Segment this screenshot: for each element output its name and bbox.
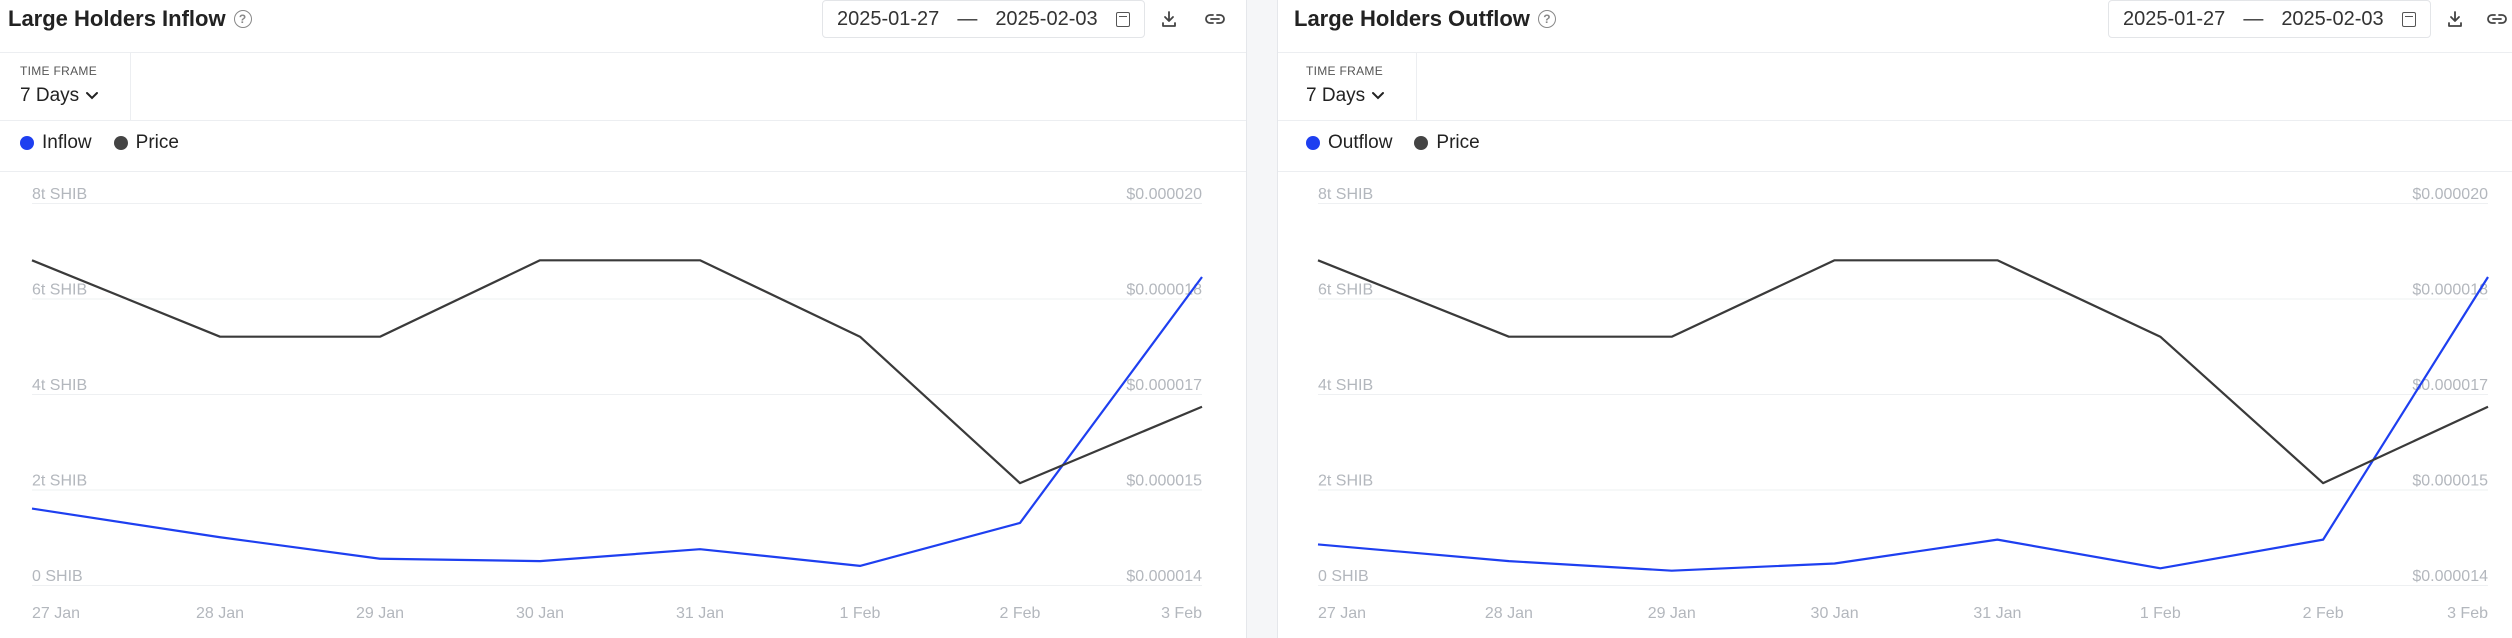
- link-icon[interactable]: [2482, 4, 2512, 34]
- inflow-panel: Large Holders Inflow ? 2025-01-27 — 2025…: [0, 0, 1246, 638]
- timeframe-label: TIME FRAME: [20, 64, 97, 78]
- y-right-tick-label: $0.000018: [2412, 282, 2488, 299]
- divider: [1278, 171, 2512, 172]
- x-tick-label: 31 Jan: [1973, 605, 2021, 622]
- y-left-tick-label: 0 SHIB: [1318, 568, 1369, 585]
- series-line-inflow: [31, 276, 1203, 567]
- y-left-tick-label: 2t SHIB: [32, 473, 87, 490]
- x-tick-label: 27 Jan: [32, 605, 80, 622]
- x-tick-label: 29 Jan: [356, 605, 404, 622]
- y-right-tick-label: $0.000020: [1126, 186, 1202, 203]
- x-tick-label: 1 Feb: [2140, 605, 2181, 622]
- legend-item-price[interactable]: Price: [1414, 132, 1480, 154]
- panel-title-text: Large Holders Inflow: [8, 6, 226, 31]
- y-left-tick-label: 0 SHIB: [32, 568, 83, 585]
- y-right-tick-label: $0.000017: [2412, 377, 2488, 394]
- x-tick-label: 2 Feb: [1000, 605, 1041, 622]
- divider: [0, 120, 1246, 121]
- link-icon[interactable]: [1200, 4, 1230, 34]
- x-tick-label: 29 Jan: [1648, 605, 1696, 622]
- y-right-tick-label: $0.000014: [1126, 568, 1202, 585]
- panel-gutter: [1246, 0, 1278, 638]
- date-separator: —: [957, 7, 978, 30]
- x-tick-label: 2 Feb: [2303, 605, 2344, 622]
- timeframe-value[interactable]: 7 Days: [20, 85, 80, 106]
- legend-item-inflow[interactable]: Inflow: [20, 132, 92, 154]
- chevron-down-icon[interactable]: [85, 91, 99, 101]
- series-line-outflow: [1317, 276, 2489, 572]
- date-separator: —: [2243, 7, 2264, 30]
- help-icon[interactable]: ?: [233, 10, 252, 28]
- date-range-picker[interactable]: 2025-01-27 — 2025-02-03: [822, 0, 1145, 38]
- y-left-tick-label: 8t SHIB: [1318, 186, 1373, 203]
- y-right-tick-label: $0.000018: [1126, 282, 1202, 299]
- date-start[interactable]: 2025-01-27: [2123, 7, 2226, 30]
- download-icon[interactable]: [1154, 4, 1184, 34]
- divider: [130, 52, 131, 120]
- y-left-tick-label: 6t SHIB: [32, 282, 87, 299]
- help-icon[interactable]: ?: [1537, 10, 1556, 28]
- timeframe-dropdown[interactable]: 7 Days: [1306, 85, 1385, 107]
- outflow-panel: Large Holders Outflow ? 2025-01-27 — 202…: [1278, 0, 2512, 638]
- x-tick-label: 28 Jan: [1485, 605, 1533, 622]
- date-range-picker[interactable]: 2025-01-27 — 2025-02-03: [2108, 0, 2431, 38]
- calendar-icon[interactable]: [2401, 11, 2416, 27]
- panel-title: Large Holders Outflow ?: [1294, 2, 1556, 36]
- timeframe-dropdown[interactable]: 7 Days: [20, 85, 99, 107]
- y-left-tick-label: 2t SHIB: [1318, 473, 1373, 490]
- series-line-price: [31, 259, 1203, 485]
- y-right-tick-label: $0.000017: [1126, 377, 1202, 394]
- x-tick-label: 3 Feb: [2447, 605, 2488, 622]
- y-left-tick-label: 4t SHIB: [32, 377, 87, 394]
- panel-title: Large Holders Inflow ?: [8, 2, 252, 36]
- timeframe-value[interactable]: 7 Days: [1306, 85, 1366, 106]
- x-tick-label: 3 Feb: [1161, 605, 1202, 622]
- y-right-tick-label: $0.000014: [2412, 568, 2488, 585]
- y-left-tick-label: 6t SHIB: [1318, 282, 1373, 299]
- date-start[interactable]: 2025-01-27: [837, 7, 940, 30]
- legend-item-outflow[interactable]: Outflow: [1306, 132, 1392, 154]
- outflow-chart: 0 SHIB 2t SHIB 4t SHIB 6t SHIB 8t SHIB $0.000…: [1317, 186, 2489, 622]
- divider: [1278, 52, 2512, 53]
- legend-label: Price: [1436, 132, 1480, 153]
- x-tick-label: 27 Jan: [1318, 605, 1366, 622]
- y-left-tick-label: 4t SHIB: [1318, 377, 1373, 394]
- divider: [1278, 120, 2512, 121]
- divider: [0, 171, 1246, 172]
- date-end[interactable]: 2025-02-03: [995, 7, 1098, 30]
- inflow-chart: 0 SHIB 2t SHIB 4t SHIB 6t SHIB 8t SHIB $0.000…: [31, 186, 1203, 622]
- legend-swatch: [1306, 136, 1320, 150]
- timeframe-label: TIME FRAME: [1306, 64, 1383, 78]
- chart-legend: Outflow Price: [1306, 132, 1480, 154]
- chart-legend: Inflow Price: [20, 132, 179, 154]
- chevron-down-icon[interactable]: [1371, 91, 1385, 101]
- y-right-tick-label: $0.000015: [1126, 473, 1202, 490]
- legend-item-price[interactable]: Price: [113, 132, 179, 154]
- legend-label: Outflow: [1328, 132, 1393, 153]
- x-tick-label: 30 Jan: [516, 605, 564, 622]
- date-end[interactable]: 2025-02-03: [2281, 7, 2384, 30]
- legend-label: Price: [135, 132, 179, 153]
- divider: [0, 52, 1246, 53]
- legend-label: Inflow: [42, 132, 92, 153]
- divider: [1416, 52, 1417, 120]
- legend-swatch: [20, 136, 34, 150]
- download-icon[interactable]: [2440, 4, 2470, 34]
- legend-swatch: [113, 136, 128, 150]
- y-left-tick-label: 8t SHIB: [32, 186, 87, 203]
- x-tick-label: 28 Jan: [196, 605, 244, 622]
- x-tick-label: 30 Jan: [1811, 605, 1859, 622]
- calendar-icon[interactable]: [1115, 11, 1130, 27]
- y-right-tick-label: $0.000020: [2412, 186, 2488, 203]
- x-tick-label: 1 Feb: [840, 605, 881, 622]
- panel-title-text: Large Holders Outflow: [1294, 6, 1530, 31]
- y-right-tick-label: $0.000015: [2412, 473, 2488, 490]
- x-tick-label: 31 Jan: [676, 605, 724, 622]
- legend-swatch: [1414, 136, 1429, 150]
- series-line-price: [1317, 259, 2489, 485]
